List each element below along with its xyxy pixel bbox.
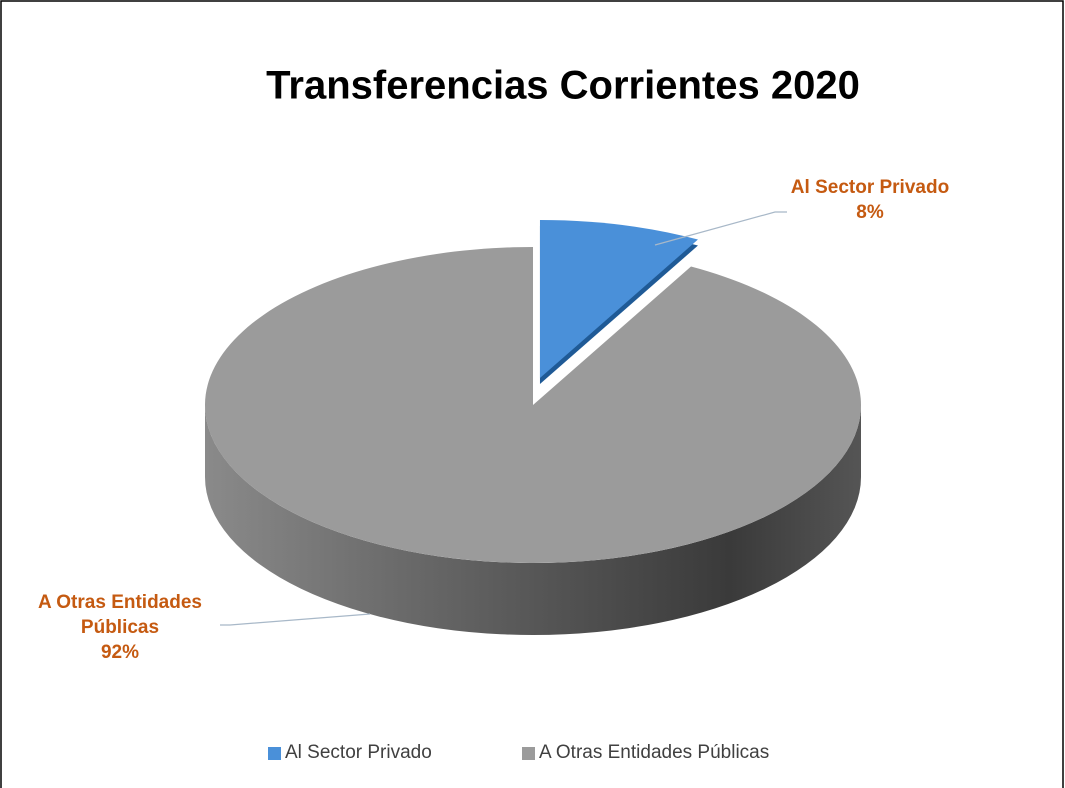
pie-slice: [539, 220, 698, 379]
pie-slice: [204, 247, 861, 563]
legend-item: A Otras Entidades Públicas: [522, 742, 769, 764]
data-label-value: 92%: [100, 642, 140, 663]
data-label-value: 8%: [856, 202, 884, 223]
leader-line: [220, 613, 371, 626]
legend-swatch: [268, 746, 281, 760]
pie: [204, 220, 861, 635]
legend-label: Al Sector Privado: [285, 742, 432, 763]
legend-swatch: [522, 746, 535, 760]
data-label: A Otras Entidades Públicas 92%: [20, 590, 220, 665]
pie-side: [205, 405, 861, 635]
data-label-name: Al Sector Privado: [790, 177, 950, 198]
chart-title: Transferencias Corrientes 2020: [266, 64, 860, 108]
data-label: Al Sector Privado 8%: [790, 175, 950, 225]
legend-label: A Otras Entidades Públicas: [539, 742, 770, 763]
data-label-name: A Otras Entidades Públicas: [37, 592, 202, 638]
legend-item: Al Sector Privado: [268, 742, 432, 764]
leader-line: [654, 211, 787, 246]
